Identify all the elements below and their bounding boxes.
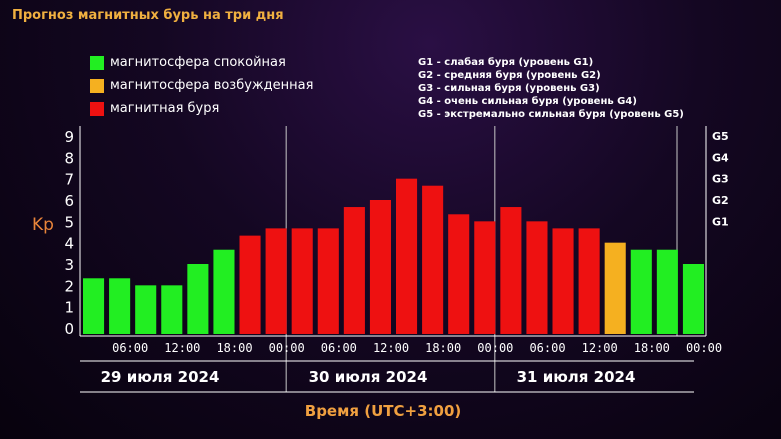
- x-tick-label: 12:00: [164, 341, 200, 355]
- legend-swatch-active: [90, 79, 104, 93]
- y-tick-label: 5: [64, 213, 74, 231]
- y-tick-label: 3: [64, 256, 74, 274]
- y-tick-label: 2: [64, 277, 74, 295]
- kp-bar: [552, 228, 574, 334]
- x-tick-label: 18:00: [634, 341, 670, 355]
- kp-bar: [578, 228, 600, 334]
- x-tick-label: 06:00: [321, 341, 357, 355]
- g-tick-label: G2: [712, 194, 729, 207]
- page-title: Прогноз магнитных бурь на три дня: [12, 8, 284, 23]
- kp-bar: [239, 235, 261, 334]
- g-scale-legend: G1 - слабая буря (уровень G1) G2 - средн…: [418, 56, 684, 121]
- y-tick-label: 7: [64, 171, 74, 189]
- g-legend-item-g1: G1 - слабая буря (уровень G1): [418, 57, 594, 68]
- kp-bar: [630, 249, 652, 334]
- day-label: 29 июля 2024: [101, 368, 220, 386]
- x-tick-label: 00:00: [269, 341, 305, 355]
- legend-label-storm: магнитная буря: [110, 101, 220, 116]
- y-tick-label: 1: [64, 299, 74, 317]
- day-label: 31 июля 2024: [517, 368, 636, 386]
- kp-bar: [135, 285, 157, 334]
- x-tick-label: 12:00: [373, 341, 409, 355]
- g-legend-item-g2: G2 - средняя буря (уровень G2): [418, 70, 601, 81]
- kp-bar: [83, 278, 105, 334]
- g-legend-item-g4: G4 - очень сильная буря (уровень G4): [418, 96, 637, 107]
- day-label: 30 июля 2024: [309, 368, 428, 386]
- y-tick-label: 8: [64, 149, 74, 167]
- kp-bar: [161, 285, 183, 334]
- y-axis-label: Kp: [32, 215, 54, 235]
- x-tick-label: 06:00: [112, 341, 148, 355]
- g-tick-label: G5: [712, 130, 729, 143]
- g-tick-label: G3: [712, 173, 729, 186]
- kp-bar: [448, 214, 470, 334]
- kp-bar: [500, 207, 522, 334]
- kp-bar: [396, 178, 418, 334]
- legend-label-active: магнитосфера возбужденная: [110, 78, 314, 93]
- kp-bar: [474, 221, 496, 334]
- g-tick-label: G4: [712, 151, 729, 164]
- kp-bar: [526, 221, 548, 334]
- g-tick-label: G1: [712, 215, 729, 228]
- x-tick-label: 18:00: [425, 341, 461, 355]
- chart-bars: [83, 178, 704, 334]
- kp-bar: [213, 249, 235, 334]
- kp-bar: [604, 242, 626, 334]
- kp-bar: [265, 228, 287, 334]
- kp-bar: [369, 200, 391, 334]
- kp-bar: [317, 228, 339, 334]
- y-tick-label: 6: [64, 192, 74, 210]
- chart-axes: 0 1 2 3 4 5 6 7 8 9 G1 G2 G3 G4 G5 06:00 12:00 18:00 00:00…: [64, 126, 729, 393]
- x-tick-label: 12:00: [582, 341, 618, 355]
- legend-swatch-storm: [90, 102, 104, 116]
- g-legend-item-g5: G5 - экстремально сильная буря (уровень …: [418, 109, 684, 120]
- kp-bar: [109, 278, 131, 334]
- kp-bar: [656, 249, 678, 334]
- kp-bar: [422, 185, 444, 334]
- y-tick-label: 0: [64, 320, 74, 338]
- g-legend-item-g3: G3 - сильная буря (уровень G3): [418, 83, 600, 94]
- legend-label-quiet: магнитосфера спокойная: [110, 55, 286, 70]
- legend-swatch-quiet: [90, 56, 104, 70]
- x-tick-label: 06:00: [529, 341, 565, 355]
- x-tick-label: 00:00: [477, 341, 513, 355]
- x-axis-label: Время (UTC+3:00): [305, 402, 461, 420]
- x-tick-label: 00:00: [686, 341, 722, 355]
- y-tick-label: 9: [64, 128, 74, 146]
- x-tick-label: 18:00: [216, 341, 252, 355]
- kp-bar: [343, 207, 365, 334]
- kp-bar: [682, 264, 704, 334]
- kp-bar: [291, 228, 313, 334]
- kp-bar: [187, 264, 209, 334]
- y-tick-label: 4: [64, 235, 74, 253]
